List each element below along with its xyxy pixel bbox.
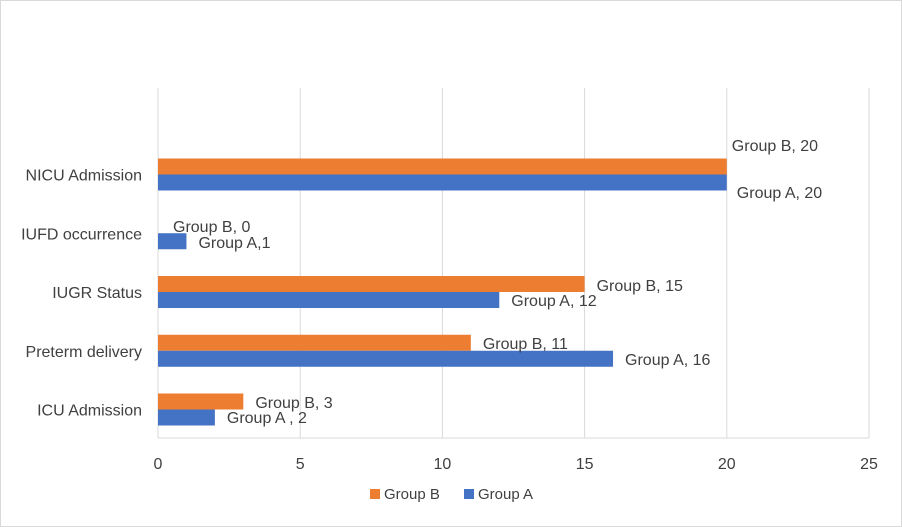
value-axis: 0 5 10 15 20 25 (154, 456, 878, 473)
legend-swatch-group-b (370, 489, 380, 499)
data-label: Group B, 0 (173, 219, 250, 236)
data-label: Group B, 15 (597, 278, 683, 295)
bar-group-a-0 (158, 174, 727, 191)
bars (158, 158, 727, 426)
category-label: NICU Admission (26, 168, 142, 185)
x-tick-label: 20 (718, 456, 736, 473)
bar-group-a-4 (158, 409, 215, 426)
data-label: Group A, 16 (625, 352, 710, 369)
bar-group-a-2 (158, 292, 500, 308)
x-tick-label: 25 (860, 456, 878, 473)
gridlines (157, 88, 870, 439)
x-tick-label: 5 (296, 456, 305, 473)
category-label: ICU Admission (37, 403, 142, 420)
category-axis: NICU Admission IUFD occurrence IUGR Status… (21, 168, 142, 420)
category-label: Preterm delivery (26, 344, 142, 361)
data-label: Group B, 3 (255, 395, 332, 412)
bar-group-b-0 (158, 158, 727, 175)
legend: Group B Group A (370, 486, 533, 503)
bar-group-b-2 (158, 276, 585, 292)
bar-group-b-4 (158, 393, 244, 410)
legend-label: Group B (384, 486, 440, 503)
bar-group-a-3 (158, 350, 614, 367)
bar-group-a-1 (158, 233, 187, 250)
data-label: Group A, 12 (511, 293, 596, 310)
data-label: Group A , 2 (227, 410, 307, 427)
x-tick-label: 10 (434, 456, 452, 473)
data-label: Group A,1 (198, 235, 270, 252)
data-label: Group A, 20 (737, 185, 822, 202)
x-tick-label: 0 (154, 456, 163, 473)
x-tick-label: 15 (576, 456, 594, 473)
legend-label: Group A (478, 486, 533, 503)
bar-group-b-3 (158, 334, 471, 351)
data-label: Group B, 20 (732, 138, 818, 155)
legend-swatch-group-a (464, 489, 474, 499)
category-label: IUFD occurrence (21, 226, 142, 243)
data-label: Group B, 11 (483, 336, 568, 353)
category-label: IUGR Status (52, 285, 142, 302)
